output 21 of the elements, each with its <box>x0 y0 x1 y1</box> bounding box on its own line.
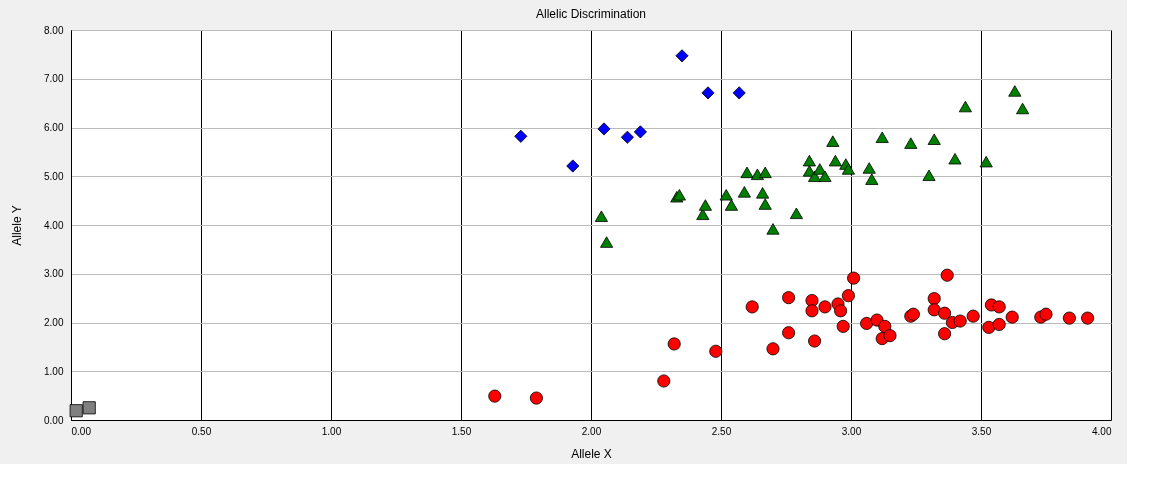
x-tick-label: 4.00 <box>1092 425 1112 437</box>
y-tick-label: 4.00 <box>44 219 64 231</box>
x-tick-label: 3.00 <box>841 425 862 437</box>
x-axis-title: Allele X <box>571 446 612 461</box>
chart-title: Allelic Discrimination <box>535 7 647 21</box>
x-tick-label: 1.00 <box>321 425 342 437</box>
x-tick-label: 1.50 <box>451 425 472 437</box>
y-tick-label: 6.00 <box>44 122 64 133</box>
x-tick-label: 2.50 <box>711 425 732 437</box>
y-tick-label: 5.00 <box>44 170 64 182</box>
x-tick-label: 0.00 <box>71 425 92 437</box>
x-tick-label: 2.00 <box>581 425 602 437</box>
y-tick-label: 3.00 <box>44 268 64 280</box>
x-tick-label: 0.50 <box>191 425 212 437</box>
y-tick-label: 2.00 <box>44 317 64 328</box>
y-axis-title: Allele Y <box>10 205 25 246</box>
y-tick-label: 8.00 <box>44 24 64 36</box>
x-tick-label: 3.50 <box>971 425 992 437</box>
y-tick-label: 0.00 <box>44 414 64 426</box>
y-tick-label: 1.00 <box>44 365 64 377</box>
y-tick-label: 7.00 <box>44 73 64 85</box>
